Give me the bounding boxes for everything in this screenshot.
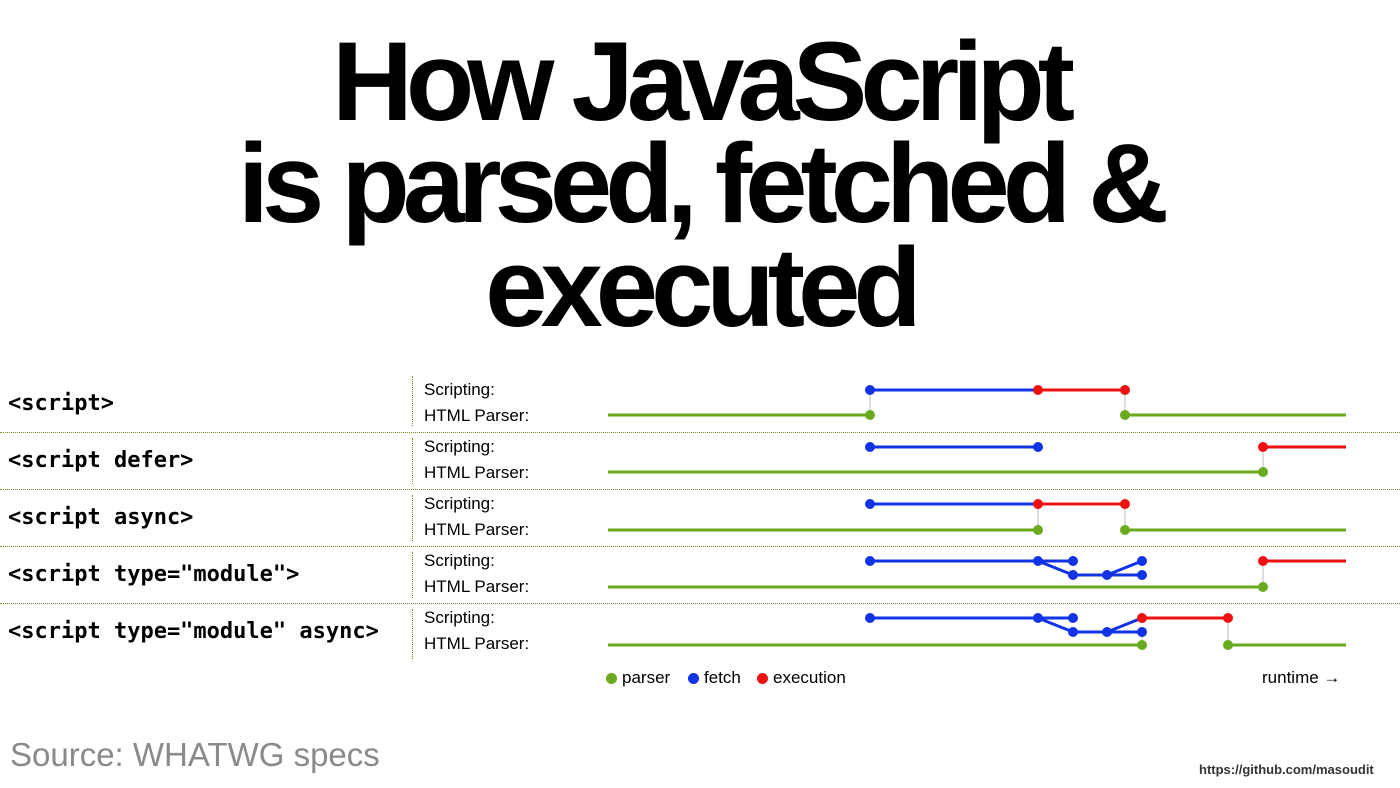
- legend-fetch: fetch: [688, 668, 741, 688]
- row-label-script-module: <script type="module">: [8, 562, 300, 587]
- fetch-dot: [1102, 627, 1112, 637]
- scripting-lane-label: Scripting:: [424, 437, 495, 456]
- author-url: https://github.com/masoudit: [1199, 762, 1374, 777]
- fetch-segment: [1106, 616, 1143, 634]
- legend-parser: parser: [606, 668, 670, 688]
- row-label-script-defer: <script defer>: [8, 448, 194, 473]
- row-divider: [0, 603, 1400, 604]
- parser-dot: [865, 410, 875, 420]
- execution-dot: [1137, 613, 1147, 623]
- fetch-dot: [1033, 556, 1043, 566]
- parser-lane-label: HTML Parser:: [424, 520, 530, 539]
- fetch-dot: [865, 556, 875, 566]
- parser-dot-icon: [606, 672, 617, 684]
- fetch-dot: [865, 385, 875, 395]
- fetch-dot: [1068, 613, 1078, 623]
- parser-dot: [1258, 467, 1268, 477]
- execution-dot: [1223, 613, 1233, 623]
- fetch-dot: [1068, 627, 1078, 637]
- execution-dot: [1258, 556, 1268, 566]
- scripting-lane-label: Scripting:: [424, 494, 495, 513]
- parser-dot: [1033, 525, 1043, 535]
- execution-dot-icon: [757, 672, 768, 684]
- parser-dot: [1120, 410, 1130, 420]
- row-separator: [412, 438, 413, 484]
- title-line-2: is parsed, fetched &: [237, 121, 1169, 246]
- fetch-dot: [1137, 570, 1147, 580]
- parser-dot: [1258, 582, 1268, 592]
- runtime-axis-label: runtime →: [1262, 668, 1341, 687]
- fetch-dot: [1102, 570, 1112, 580]
- row-label-script-async: <script async>: [8, 505, 194, 530]
- title-line-1: How JavaScript: [331, 19, 1075, 144]
- row-divider: [0, 489, 1400, 490]
- scripting-lane-label: Scripting:: [424, 551, 495, 570]
- fetch-dot: [865, 499, 875, 509]
- fetch-dot: [1033, 613, 1043, 623]
- parser-lane-label: HTML Parser:: [424, 634, 530, 653]
- fetch-dot: [1068, 570, 1078, 580]
- fetch-dot: [865, 613, 875, 623]
- row-divider: [0, 546, 1400, 547]
- legend-execution: execution: [757, 668, 846, 688]
- row-separator: [412, 495, 413, 541]
- fetch-segment: [1106, 559, 1143, 577]
- fetch-dot-icon: [688, 672, 699, 684]
- fetch-dot: [1068, 556, 1078, 566]
- fetch-dot: [865, 442, 875, 452]
- title-line-3: executed: [485, 225, 922, 350]
- legend-execution-label: execution: [773, 668, 846, 687]
- parser-lane-label: HTML Parser:: [424, 577, 530, 596]
- execution-dot: [1033, 499, 1043, 509]
- scripting-lane-label: Scripting:: [424, 608, 495, 627]
- execution-dot: [1033, 385, 1043, 395]
- row-label-script: <script>: [8, 391, 114, 416]
- parser-dot: [1120, 525, 1130, 535]
- row-label-script-module-async: <script type="module" async>: [8, 619, 379, 644]
- execution-dot: [1120, 385, 1130, 395]
- fetch-dot: [1033, 442, 1043, 452]
- fetch-dot: [1137, 627, 1147, 637]
- legend-fetch-label: fetch: [704, 668, 741, 687]
- parser-lane-label: HTML Parser:: [424, 406, 530, 425]
- fetch-segment: [1037, 616, 1074, 634]
- fetch-dot: [1137, 556, 1147, 566]
- parser-dot: [1223, 640, 1233, 650]
- execution-dot: [1258, 442, 1268, 452]
- legend-parser-label: parser: [622, 668, 671, 687]
- fetch-segment: [1037, 559, 1074, 577]
- row-separator: [412, 552, 413, 598]
- parser-dot: [1137, 640, 1147, 650]
- row-divider: [0, 432, 1400, 433]
- parser-lane-label: HTML Parser:: [424, 463, 530, 482]
- source-credit: Source: WHATWG specs: [10, 736, 380, 773]
- scripting-lane-label: Scripting:: [424, 380, 495, 399]
- row-separator: [412, 609, 413, 659]
- execution-dot: [1120, 499, 1130, 509]
- row-separator: [412, 376, 413, 426]
